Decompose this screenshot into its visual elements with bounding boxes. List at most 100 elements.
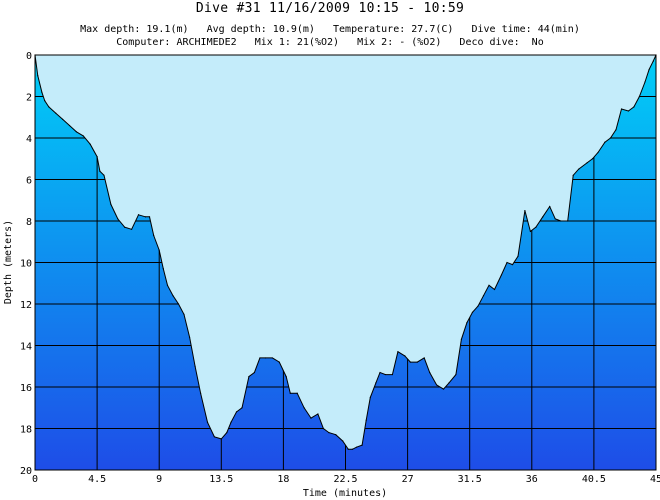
depth-sample-point — [89, 143, 91, 145]
y-tick-label: 2 — [26, 93, 32, 104]
depth-sample-point — [560, 220, 562, 222]
depth-sample-point — [572, 174, 574, 176]
depth-sample-point — [455, 373, 457, 376]
depth-sample-point — [110, 203, 112, 205]
depth-sample-point — [554, 218, 556, 220]
depth-sample-point — [99, 170, 101, 172]
depth-sample-point — [375, 382, 377, 384]
depth-sample-point — [188, 336, 191, 338]
depth-sample-point — [524, 210, 526, 212]
depth-sample-point — [183, 313, 185, 315]
depth-sample-point — [488, 284, 490, 286]
depth-sample-point — [397, 351, 399, 353]
depth-sample-point — [549, 205, 551, 208]
x-tick-label: 31.5 — [458, 474, 482, 485]
depth-sample-point — [477, 305, 479, 307]
depth-sample-point — [103, 174, 105, 176]
depth-sample-point — [259, 357, 261, 359]
depth-sample-point — [652, 60, 654, 62]
depth-sample-point — [471, 311, 474, 313]
depth-sample-point — [220, 438, 222, 440]
depth-sample-point — [493, 288, 496, 291]
x-tick-label: 27 — [402, 474, 414, 485]
x-tick-label: 45 — [650, 474, 660, 485]
depth-sample-point — [322, 427, 325, 430]
x-tick-label: 18 — [277, 474, 289, 485]
depth-sample-point — [506, 261, 508, 264]
depth-sample-point — [285, 376, 287, 378]
depth-sample-point — [482, 295, 485, 297]
depth-sample-point — [328, 432, 330, 434]
depth-sample-point — [448, 382, 450, 384]
depth-sample-point — [567, 220, 569, 222]
depth-sample-point — [44, 100, 46, 102]
depth-sample-point — [511, 263, 514, 266]
depth-sample-point — [278, 361, 280, 363]
depth-sample-point — [347, 448, 349, 450]
depth-sample-point — [365, 419, 367, 421]
depth-sample-point — [384, 373, 387, 376]
depth-sample-point — [68, 124, 71, 127]
depth-sample-point — [535, 226, 537, 228]
depth-sample-point — [644, 81, 646, 83]
depth-sample-point — [404, 355, 406, 357]
depth-sample-point — [37, 75, 39, 77]
depth-sample-point — [379, 371, 381, 374]
y-tick-label: 6 — [26, 176, 32, 187]
depth-sample-point — [416, 361, 418, 363]
depth-sample-point — [435, 384, 438, 386]
depth-sample-point — [586, 162, 588, 164]
depth-sample-point — [342, 440, 344, 442]
depth-sample-point — [271, 357, 273, 359]
depth-sample-point — [335, 434, 337, 436]
depth-sample-point — [200, 392, 202, 394]
depth-sample-point — [75, 131, 77, 133]
depth-sample-point — [131, 228, 133, 230]
plot-border — [34, 54, 657, 471]
depth-sample-point — [442, 388, 445, 390]
depth-sample-point — [591, 158, 594, 160]
depth-sample-point — [137, 214, 140, 216]
depth-sample-point — [604, 141, 606, 143]
depth-sample-point — [144, 216, 146, 218]
surface-area — [35, 55, 656, 450]
depth-sample-point — [226, 432, 228, 434]
depth-sample-point — [124, 226, 126, 228]
depth-sample-point — [466, 322, 468, 324]
y-tick-label: 10 — [20, 259, 32, 270]
y-tick-label: 8 — [26, 217, 32, 228]
depth-sample-point — [194, 365, 196, 367]
depth-sample-point — [355, 446, 358, 448]
depth-sample-point — [638, 95, 641, 98]
depth-sample-point — [48, 106, 50, 108]
depth-sample-point — [289, 392, 291, 394]
depth-sample-point — [648, 68, 650, 71]
depth-sample-point — [620, 108, 623, 110]
depth-sample-point — [241, 407, 243, 409]
depth-sample-point — [235, 411, 238, 413]
y-tick-label: 16 — [20, 383, 32, 394]
depth-sample-point — [460, 338, 463, 340]
depth-sample-point — [213, 436, 215, 438]
depth-sample-point — [597, 151, 599, 154]
depth-sample-point — [296, 392, 298, 394]
x-axis-label: Time (minutes) — [303, 488, 387, 499]
depth-sample-point — [627, 110, 630, 112]
depth-sample-point — [578, 168, 580, 170]
depth-sample-point — [177, 303, 180, 305]
depth-sample-point — [82, 135, 84, 137]
y-tick-label: 12 — [20, 300, 32, 311]
y-tick-label: 20 — [20, 466, 32, 477]
dive-summary-line-2: Computer: ARCHIMEDE2 Mix 1: 21(%O2) Mix … — [116, 37, 544, 48]
depth-sample-point — [615, 129, 617, 131]
depth-sample-point — [317, 413, 319, 415]
depth-sample-point — [361, 444, 363, 446]
x-tick-label: 9 — [156, 474, 162, 485]
x-tick-label: 13.5 — [209, 474, 233, 485]
depth-sample-point — [153, 234, 155, 237]
y-tick-label: 0 — [26, 51, 32, 62]
dive-title: Dive #31 11/16/2009 10:15 - 10:59 — [195, 1, 465, 16]
x-tick-label: 40.5 — [582, 474, 606, 485]
depth-sample-point — [96, 156, 98, 158]
depth-sample-point — [206, 421, 209, 423]
